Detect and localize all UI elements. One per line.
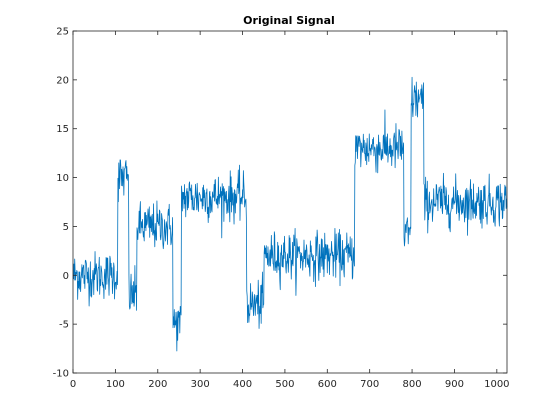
y-tick-label: 25 — [56, 27, 69, 38]
x-tick-label: 100 — [106, 379, 125, 390]
chart-title: Original Signal — [243, 14, 335, 27]
x-axis-ticks: 0 100 200 300 400 500 600 700 800 900 1000 — [70, 31, 510, 390]
x-tick-label: 500 — [275, 379, 294, 390]
x-tick-label: 600 — [318, 379, 337, 390]
y-tick-label: 15 — [56, 124, 69, 135]
y-tick-label: 5 — [63, 222, 69, 233]
signal-line — [73, 76, 508, 352]
y-tick-label: -5 — [59, 320, 69, 331]
signal-series — [73, 76, 508, 352]
x-tick-label: 800 — [403, 379, 422, 390]
x-tick-label: 0 — [70, 379, 76, 390]
x-tick-label: 1000 — [484, 379, 509, 390]
y-tick-label: 10 — [56, 173, 69, 184]
x-tick-label: 200 — [148, 379, 167, 390]
x-tick-label: 700 — [360, 379, 379, 390]
y-axis-ticks: -10 -5 0 5 10 15 20 25 — [53, 27, 507, 380]
y-tick-label: 20 — [56, 75, 69, 86]
y-tick-label: 0 — [63, 271, 69, 282]
x-tick-label: 300 — [191, 379, 210, 390]
axes-background — [73, 31, 507, 373]
y-tick-label: -10 — [53, 369, 69, 380]
x-tick-label: 900 — [445, 379, 464, 390]
axes-box — [72, 30, 508, 374]
x-tick-label: 400 — [233, 379, 252, 390]
